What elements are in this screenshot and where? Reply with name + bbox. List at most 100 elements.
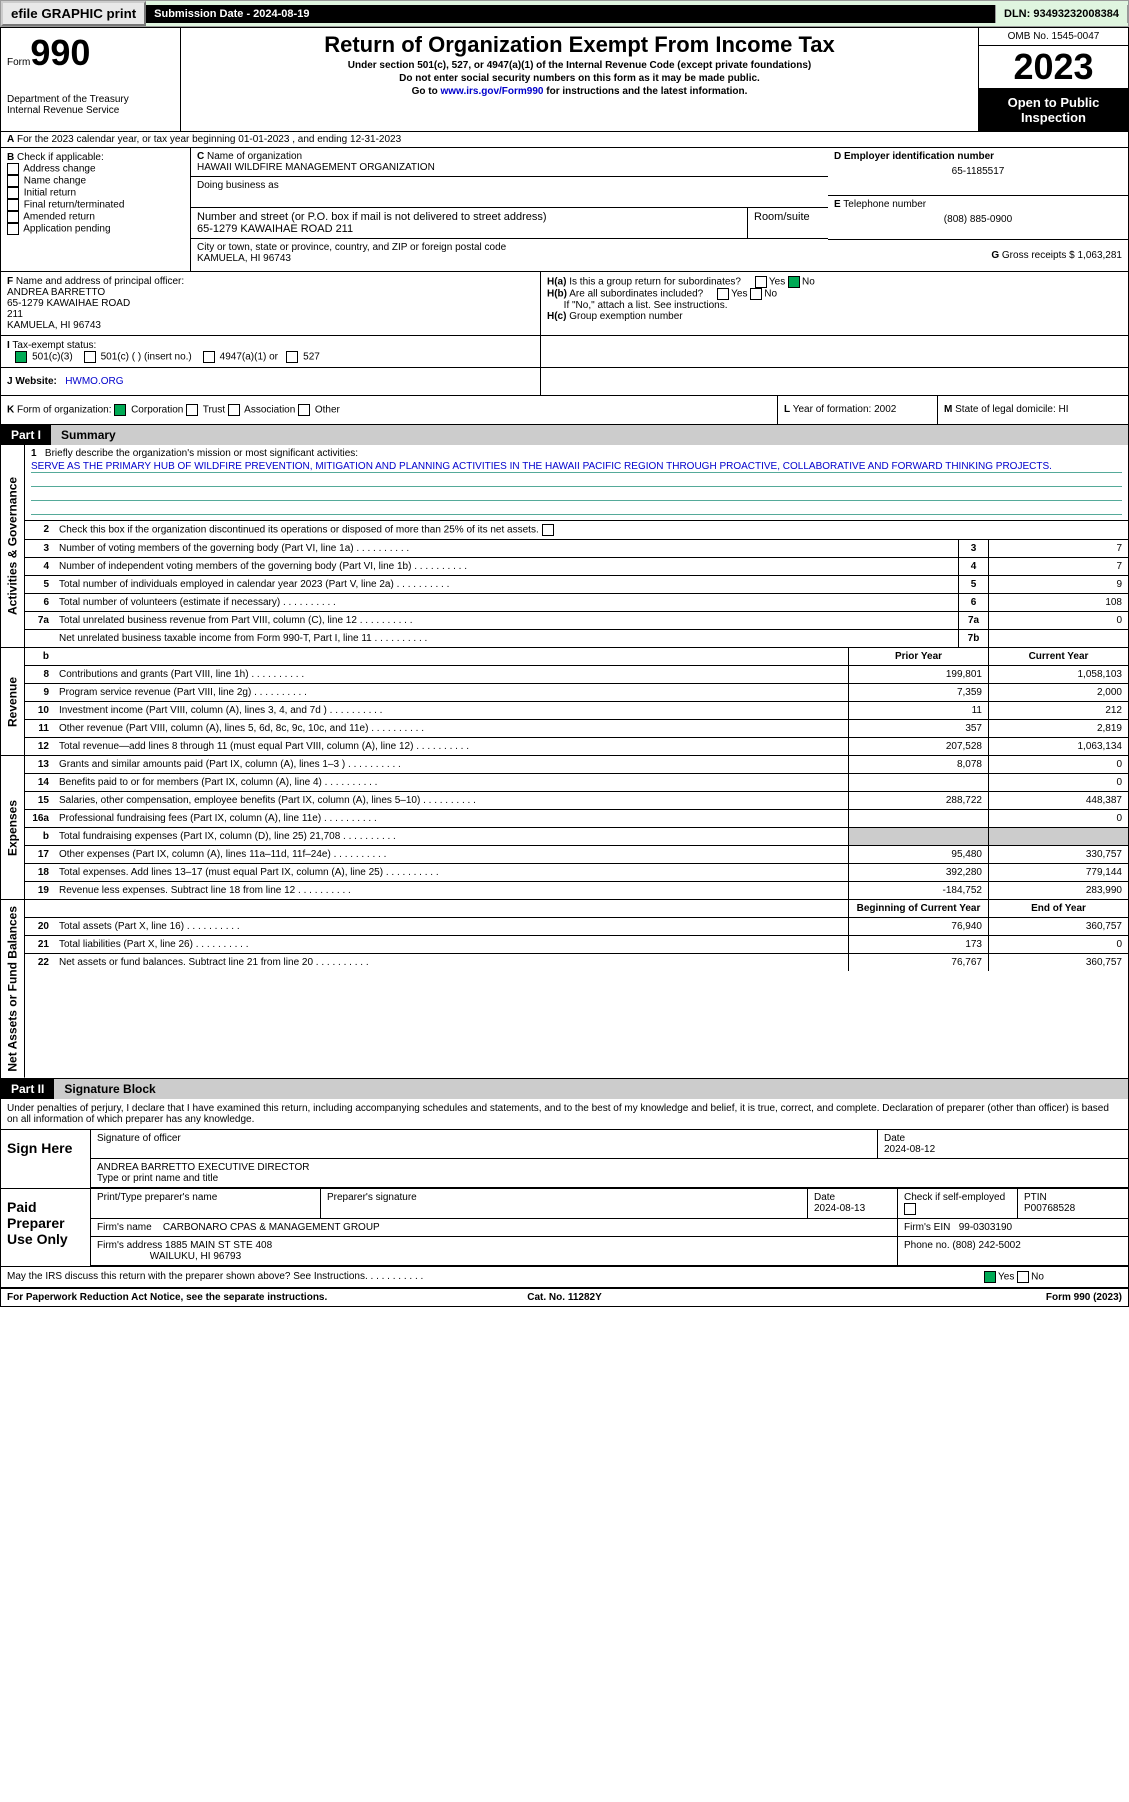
website-link[interactable]: HWMO.ORG (65, 376, 123, 387)
527-checkbox[interactable] (286, 351, 298, 363)
prior-value: 173 (848, 936, 988, 953)
officer-addr1: 65-1279 KAWAIHAE ROAD (7, 298, 130, 309)
firm-name: CARBONARO CPAS & MANAGEMENT GROUP (163, 1222, 380, 1233)
officer-addr2: 211 (7, 309, 23, 320)
current-value (988, 828, 1128, 845)
tax-exempt-label: Tax-exempt status: (12, 340, 96, 351)
net-assets-label: Net Assets or Fund Balances (1, 900, 25, 1078)
state-domicile-label: State of legal domicile: (955, 404, 1056, 415)
top-bar: efile GRAPHIC print Submission Date - 20… (0, 0, 1129, 27)
hb-yes-checkbox[interactable] (717, 288, 729, 300)
subtitle-2: Do not enter social security numbers on … (187, 73, 972, 84)
501c3-checkbox[interactable] (15, 351, 27, 363)
prior-value: -184,752 (848, 882, 988, 899)
mission-text: SERVE AS THE PRIMARY HUB OF WILDFIRE PRE… (31, 461, 1122, 473)
line-value (988, 630, 1128, 647)
tax-year: 2023 (979, 46, 1128, 89)
sig-date-label: Date (884, 1133, 905, 1144)
current-value: 1,063,134 (988, 738, 1128, 755)
officer-label: Name and address of principal officer: (16, 276, 184, 287)
other-checkbox[interactable] (298, 404, 310, 416)
application-pending-checkbox[interactable] (7, 223, 19, 235)
firm-phone-label: Phone no. (904, 1240, 950, 1251)
address-change-checkbox[interactable] (7, 163, 19, 175)
prior-value (848, 810, 988, 827)
gross-receipts-label: Gross receipts $ (1002, 250, 1075, 261)
prior-value: 95,480 (848, 846, 988, 863)
ptin-value: P00768528 (1024, 1203, 1075, 1214)
line-text: Total assets (Part X, line 16) (53, 918, 848, 935)
line-text: Grants and similar amounts paid (Part IX… (53, 756, 848, 773)
discuss-yes-checkbox[interactable] (984, 1271, 996, 1283)
line2-checkbox[interactable] (542, 524, 554, 536)
current-value: 0 (988, 810, 1128, 827)
efile-print-button[interactable]: efile GRAPHIC print (1, 1, 146, 26)
firm-ein-label: Firm's EIN (904, 1222, 950, 1233)
subtitle-3: Go to www.irs.gov/Form990 for instructio… (187, 86, 972, 97)
ein-value: 65-1185517 (834, 166, 1122, 177)
line-text: Total unrelated business revenue from Pa… (53, 612, 958, 629)
prior-year-header: Prior Year (848, 648, 988, 665)
current-value: 0 (988, 756, 1128, 773)
section-f-h: F Name and address of principal officer:… (1, 272, 1128, 336)
line-value: 0 (988, 612, 1128, 629)
org-name: HAWAII WILDFIRE MANAGEMENT ORGANIZATION (197, 162, 435, 173)
trust-checkbox[interactable] (186, 404, 198, 416)
form-prefix: Form (7, 57, 30, 68)
row-j: J Website: HWMO.ORG (1, 368, 1128, 396)
prior-value (848, 774, 988, 791)
name-change-checkbox[interactable] (7, 175, 19, 187)
line-text: Total fundraising expenses (Part IX, col… (53, 828, 848, 845)
expenses-label: Expenses (1, 756, 25, 899)
prior-value: 76,767 (848, 954, 988, 971)
hb-no-checkbox[interactable] (750, 288, 762, 300)
initial-return-checkbox[interactable] (7, 187, 19, 199)
corp-checkbox[interactable] (114, 404, 126, 416)
line-text: Total liabilities (Part X, line 26) (53, 936, 848, 953)
phone-label: Telephone number (843, 199, 926, 210)
prior-value (848, 828, 988, 845)
part-1-header: Part I Summary (1, 425, 1128, 445)
current-value: 0 (988, 936, 1128, 953)
self-employed-label: Check if self-employed (904, 1192, 1005, 1203)
officer-name: ANDREA BARRETTO (7, 287, 105, 298)
section-b-thru-g: B Check if applicable: Address change Na… (1, 148, 1128, 272)
final-return-checkbox[interactable] (7, 199, 19, 211)
part-2-header: Part II Signature Block (1, 1079, 1128, 1099)
line-text: Program service revenue (Part VIII, line… (53, 684, 848, 701)
4947-checkbox[interactable] (203, 351, 215, 363)
amended-return-checkbox[interactable] (7, 211, 19, 223)
prior-value: 207,528 (848, 738, 988, 755)
line-a: A For the 2023 calendar year, or tax yea… (1, 132, 1128, 148)
form-org-label: Form of organization: (17, 405, 112, 416)
sig-name-label: Type or print name and title (97, 1173, 218, 1184)
ha-yes-checkbox[interactable] (755, 276, 767, 288)
line-text: Professional fundraising fees (Part IX, … (53, 810, 848, 827)
line-value: 108 (988, 594, 1128, 611)
perjury-statement: Under penalties of perjury, I declare th… (1, 1099, 1128, 1130)
current-value: 448,387 (988, 792, 1128, 809)
assoc-checkbox[interactable] (228, 404, 240, 416)
501c-checkbox[interactable] (84, 351, 96, 363)
current-value: 330,757 (988, 846, 1128, 863)
line-text: Total number of individuals employed in … (53, 576, 958, 593)
beg-year-header: Beginning of Current Year (848, 900, 988, 917)
prior-value: 76,940 (848, 918, 988, 935)
end-year-header: End of Year (988, 900, 1128, 917)
discuss-no-checkbox[interactable] (1017, 1271, 1029, 1283)
paid-preparer-block: Paid Preparer Use Only Print/Type prepar… (1, 1189, 1128, 1267)
row-k-l-m: K Form of organization: Corporation Trus… (1, 396, 1128, 425)
form-footer: For Paperwork Reduction Act Notice, see … (1, 1289, 1128, 1306)
org-name-label: Name of organization (207, 151, 302, 162)
line-2: Check this box if the organization disco… (53, 521, 1128, 539)
activities-governance-label: Activities & Governance (1, 445, 25, 647)
submission-date: Submission Date - 2024-08-19 (146, 5, 996, 23)
year-formation: 2002 (874, 404, 896, 415)
line-value: 7 (988, 558, 1128, 575)
self-employed-checkbox[interactable] (904, 1203, 916, 1215)
sign-here-block: Sign Here Signature of officerDate2024-0… (1, 1130, 1128, 1189)
ha-no-checkbox[interactable] (788, 276, 800, 288)
irs-link[interactable]: www.irs.gov/Form990 (440, 86, 543, 97)
cat-no: Cat. No. 11282Y (379, 1292, 751, 1303)
current-value: 1,058,103 (988, 666, 1128, 683)
